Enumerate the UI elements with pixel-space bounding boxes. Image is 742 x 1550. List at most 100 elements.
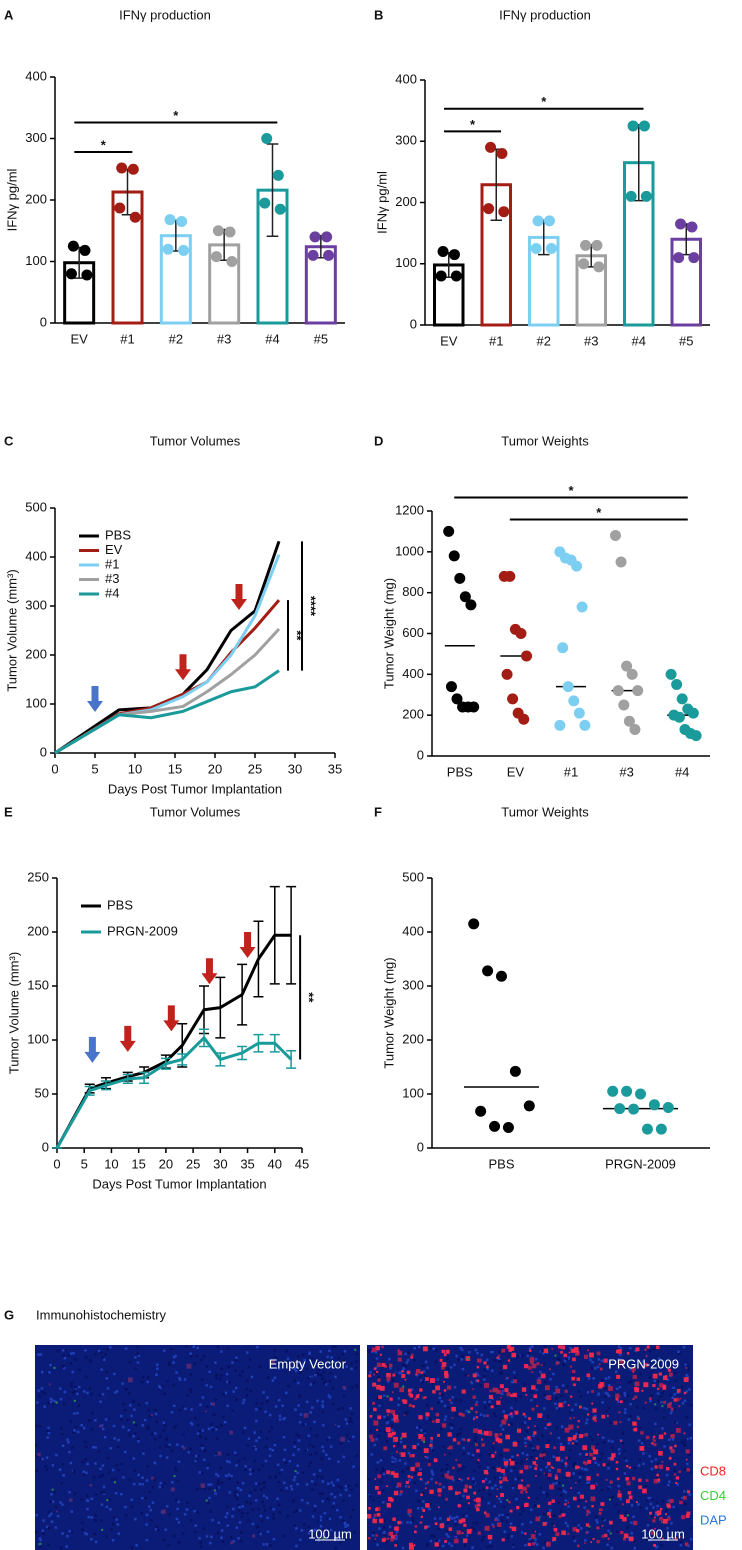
nucleus-speck [265,1496,269,1500]
nucleus-speck [296,1471,299,1475]
nucleus-speck [685,1390,689,1393]
nucleus-speck [460,1478,464,1482]
cd8-speck [605,1478,608,1481]
cd8-speck [637,1417,641,1421]
cd8-speck [401,1370,404,1373]
cd8-speck [443,1380,445,1383]
cd8-speck [652,1435,656,1438]
cd8-speck [582,1445,588,1451]
cd8-speck [669,1500,673,1504]
nucleus-speck [448,1452,452,1456]
cd8-speck [609,1520,613,1525]
cd8-speck [434,1522,438,1526]
nucleus-speck [682,1346,686,1349]
nucleus-speck [653,1379,657,1383]
data-point [321,231,333,243]
nucleus-speck [259,1407,263,1410]
nucleus-speck [413,1358,416,1362]
cd8-speck [670,1407,674,1411]
nucleus-speck [56,1514,60,1518]
cd8-speck [496,1488,499,1491]
cd8-speck [534,1530,537,1533]
nucleus-speck [39,1538,42,1542]
nucleus-speck [668,1438,671,1442]
nucleus-speck [337,1484,340,1488]
cd8-speck [429,1489,434,1494]
x-tick-label: #1 [120,331,134,346]
nucleus-speck [74,1358,77,1361]
cd8-speck [559,1446,565,1451]
y-tick-label: 150 [27,977,49,992]
nucleus-speck [559,1510,563,1513]
x-tick-label: 15 [168,761,182,776]
cd8-speck [377,1491,381,1495]
nucleus-speck [490,1486,494,1490]
cd8-speck [653,1439,656,1443]
cd8-speck [386,1485,389,1488]
nucleus-speck [209,1385,213,1389]
nucleus-speck [687,1367,690,1371]
nucleus-speck [665,1509,668,1512]
nucleus-speck [437,1401,440,1404]
nucleus-speck [607,1467,610,1470]
cd8-speck [670,1433,675,1439]
nucleus-speck [407,1451,411,1455]
nucleus-speck [94,1446,98,1449]
nucleus-speck [512,1543,515,1547]
nucleus-speck [498,1497,501,1501]
nucleus-speck [590,1537,594,1540]
nucleus-speck [348,1494,351,1497]
cd8-speck [485,1486,489,1490]
nucleus-speck [655,1545,659,1548]
nucleus-speck [200,1378,204,1381]
nucleus-speck [204,1437,208,1440]
nucleus-speck [194,1416,197,1420]
data-point [226,256,238,267]
nucleus-speck [97,1349,101,1353]
cd8-speck [683,1391,687,1395]
nucleus-speck [74,1387,77,1390]
nucleus-speck [493,1440,497,1444]
nucleus-speck [578,1476,582,1479]
cd8-speck [530,1534,536,1539]
cd8-speck [508,1348,512,1352]
nucleus-speck [319,1515,323,1519]
nucleus-speck [130,1546,134,1549]
nucleus-speck [471,1453,475,1457]
nucleus-speck [90,1516,94,1519]
nucleus-speck [385,1540,389,1543]
cd8-speck [435,1412,440,1417]
cd8-speck [600,1502,605,1506]
nucleus-speck [368,1495,372,1498]
cd8-speck [632,1371,635,1373]
nucleus-speck [163,1538,166,1542]
nucleus-speck [40,1370,44,1374]
nucleus-speck [273,1443,277,1447]
cd8-speck [408,1403,412,1407]
nucleus-speck [300,1529,304,1532]
nucleus-speck [209,1541,212,1545]
nucleus-speck [266,1530,270,1533]
nucleus-speck [42,1532,45,1535]
nucleus-speck [164,1444,168,1448]
nucleus-speck [202,1527,206,1530]
cd8-speck [386,1413,389,1416]
cd8-speck [532,1461,537,1465]
nucleus-speck [567,1357,570,1360]
nucleus-speck [402,1363,405,1367]
cd8-speck [470,1381,473,1383]
nucleus-speck [100,1424,104,1427]
cd8-speck [620,1440,623,1442]
nucleus-speck [517,1441,520,1444]
cd8-speck [555,1532,560,1537]
cd8-speck [481,1443,485,1447]
nucleus-speck [641,1360,645,1363]
cd8-speck [409,1515,412,1518]
nucleus-speck [327,1518,330,1521]
nucleus-speck [488,1453,491,1456]
nucleus-speck [558,1481,561,1485]
nucleus-speck [592,1377,595,1380]
nucleus-speck [404,1462,407,1465]
dose-arrow [87,686,103,713]
cd8-speck [393,1436,398,1442]
